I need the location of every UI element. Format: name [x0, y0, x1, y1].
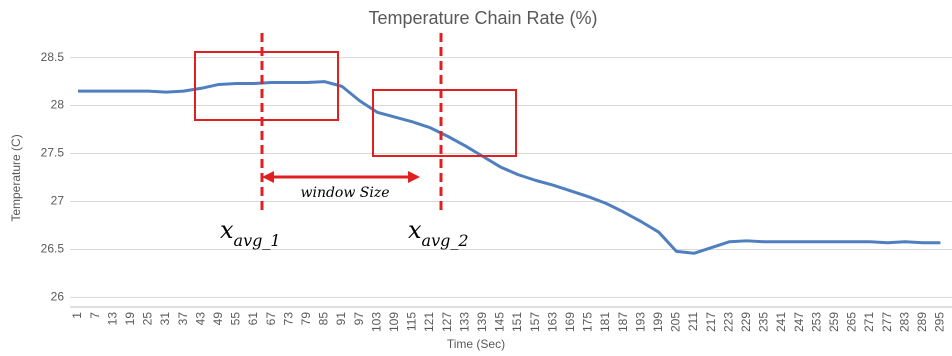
- x-tick-label: 61: [246, 312, 260, 326]
- annotations: window Size xavg_1 xavg_2: [195, 33, 516, 250]
- x-tick-label: 217: [704, 312, 718, 332]
- x-tick-label: 55: [229, 312, 243, 326]
- x-tick-label: 295: [933, 312, 947, 332]
- x-tick-label: 67: [264, 312, 278, 326]
- y-tick-label: 28.5: [41, 50, 65, 64]
- x-tick-label: 145: [493, 312, 507, 332]
- x-tick-label: 91: [334, 312, 348, 326]
- x-tick-label: 109: [387, 312, 401, 332]
- x-tick-label: 115: [405, 312, 419, 331]
- x-tick-label: 97: [352, 312, 366, 326]
- x-tick-label: 25: [141, 312, 155, 326]
- x-tick-label: 223: [721, 312, 735, 332]
- marker-label: xavg_1: [220, 216, 281, 250]
- x-axis-title: Time (Sec): [447, 337, 505, 351]
- x-tick-label: 31: [158, 312, 172, 326]
- x-tick-label: 37: [176, 312, 190, 326]
- y-axis-title: Temperature (C): [9, 134, 23, 221]
- x-tick-label: 187: [616, 312, 630, 332]
- x-tick-label: 211: [686, 312, 700, 331]
- marker-base: x: [408, 216, 422, 244]
- x-tick-label: 103: [369, 312, 383, 332]
- x-tick-label: 241: [774, 312, 788, 332]
- data-line: [78, 82, 940, 254]
- marker-label: xavg_2: [408, 216, 469, 250]
- y-tick-label: 27: [51, 194, 65, 208]
- x-tick-label: 151: [510, 312, 524, 332]
- plot: [78, 82, 940, 254]
- x-tick-label: 19: [123, 312, 137, 326]
- x-tick-label: 175: [581, 312, 595, 332]
- window-box: [373, 90, 516, 156]
- x-tick-label: 157: [528, 312, 542, 332]
- window-label: window Size: [300, 185, 389, 201]
- x-tick-label: 163: [545, 312, 559, 332]
- x-tick-label: 139: [475, 312, 489, 332]
- marker-sub: avg_1: [234, 231, 281, 250]
- x-tick-label: 289: [915, 312, 929, 332]
- x-tick-label: 235: [757, 312, 771, 332]
- arrow-head: [262, 171, 274, 183]
- x-tick-label: 169: [563, 312, 577, 332]
- x-tick-label: 193: [633, 312, 647, 332]
- x-tick-label: 265: [845, 312, 859, 332]
- x-tick-label: 13: [105, 312, 119, 326]
- y-tick-label: 26: [51, 290, 65, 304]
- x-tick-label: 73: [281, 312, 295, 326]
- y-tick-label: 26.5: [41, 242, 65, 256]
- marker-base: x: [220, 216, 234, 244]
- x-tick-label: 229: [739, 312, 753, 332]
- x-tick-label: 133: [457, 312, 471, 332]
- chart: Temperature Chain Rate (%) Temperature (…: [0, 0, 952, 356]
- x-tick-label: 1: [70, 312, 84, 319]
- y-tick-label: 27.5: [41, 146, 65, 160]
- y-tick-label: 28: [51, 98, 65, 112]
- x-tick-label: 253: [809, 312, 823, 332]
- x-tick-label: 43: [193, 312, 207, 326]
- x-tick-label: 247: [792, 312, 806, 332]
- x-tick-label: 283: [897, 312, 911, 332]
- chart-title: Temperature Chain Rate (%): [368, 8, 597, 28]
- arrow-head: [408, 171, 420, 183]
- x-tick-label: 127: [440, 312, 454, 332]
- x-tick-label: 271: [862, 312, 876, 332]
- x-tick-label: 85: [317, 312, 331, 326]
- marker-sub: avg_2: [422, 231, 469, 250]
- x-tick-label: 277: [880, 312, 894, 332]
- x-tick-label: 121: [422, 312, 436, 332]
- x-tick-label: 259: [827, 312, 841, 332]
- x-tick-label: 7: [88, 312, 102, 319]
- x-tick-label: 199: [651, 312, 665, 332]
- x-tick-label: 181: [598, 312, 612, 332]
- x-tick-label: 205: [669, 312, 683, 332]
- x-tick-label: 79: [299, 312, 313, 326]
- x-tick-label: 49: [211, 312, 225, 326]
